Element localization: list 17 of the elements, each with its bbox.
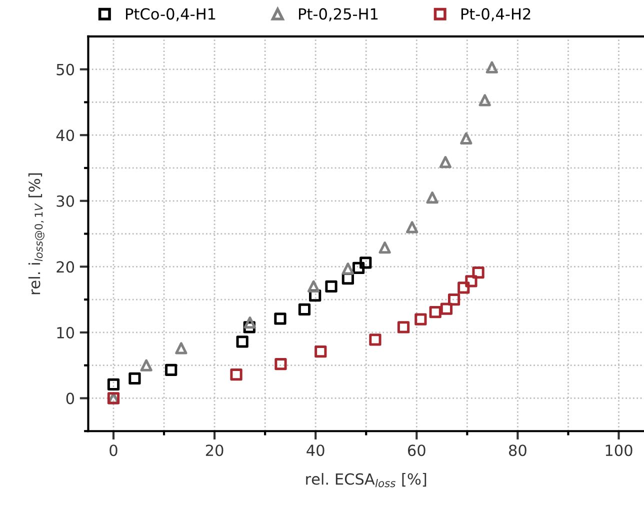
x-axis-title: rel. ECSA$_{loss}$ [%] <box>306 472 426 488</box>
x-tick-label: 0 <box>110 444 118 456</box>
x-tick-label: 80 <box>509 444 526 456</box>
x-tick-label: 60 <box>408 444 426 456</box>
x-tick-label: 100 <box>606 444 632 456</box>
y-tick-label: 50 <box>56 64 74 76</box>
x-tick-label: 20 <box>206 444 224 456</box>
y-axis-title: rel. i$_{loss@0,1V}$ [%] <box>28 173 44 294</box>
y-tick-label: 10 <box>57 326 74 338</box>
y-tick-label: 0 <box>66 392 74 404</box>
legend-label: Pt-0,25-H1 <box>299 8 378 22</box>
y-tick-label: 40 <box>56 130 74 142</box>
x-tick-label: 40 <box>306 444 324 456</box>
y-tick-label: 20 <box>56 261 74 273</box>
legend-label: PtCo-0,4-H1 <box>126 8 216 22</box>
legend-label: Pt-0,4-H2 <box>461 8 530 22</box>
y-tick-label: 30 <box>56 195 74 207</box>
